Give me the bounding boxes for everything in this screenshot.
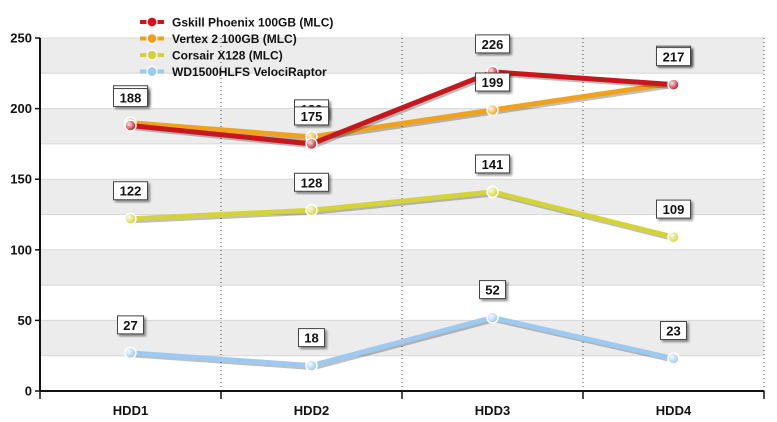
series-line <box>130 315 675 369</box>
x-tick-label: HDD4 <box>656 403 692 418</box>
data-label-box <box>113 181 148 201</box>
y-tick-label: 250 <box>10 31 32 46</box>
data-point-highlight <box>125 120 136 131</box>
y-tick-label: 0 <box>25 384 32 399</box>
legend-label: Gskill Phoenix 100GB (MLC) <box>172 16 333 30</box>
data-label-box <box>656 199 691 219</box>
y-tick-label: 150 <box>10 172 32 187</box>
data-label: 188 <box>120 91 142 106</box>
series-line <box>130 80 674 140</box>
x-tick-label: HDD1 <box>113 403 148 418</box>
data-labels: 2718522312212814110919018019921818817522… <box>113 34 691 348</box>
series-lines <box>124 65 680 372</box>
data-point-highlight <box>306 205 317 216</box>
data-label: 199 <box>482 75 504 90</box>
y-tick-label: 50 <box>18 313 32 328</box>
data-point-highlight <box>668 353 679 364</box>
x-tick-label: HDD3 <box>475 403 510 418</box>
legend-label: WD1500HLFS VelociRaptor <box>172 65 327 79</box>
data-label-box <box>113 88 148 108</box>
legend-marker <box>146 32 158 45</box>
legend-marker <box>146 65 158 78</box>
grid-band <box>40 143 764 180</box>
legend-marker <box>146 49 158 61</box>
data-point-highlight <box>487 312 498 323</box>
data-label: 226 <box>482 37 504 52</box>
data-point-highlight <box>125 213 136 224</box>
data-point-highlight <box>306 360 317 371</box>
data-label-box <box>656 47 691 67</box>
data-label-box <box>475 154 510 174</box>
data-label: 23 <box>666 324 680 339</box>
series-line <box>130 189 675 240</box>
data-label: 128 <box>301 175 323 190</box>
data-label: 217 <box>663 50 685 65</box>
legend-label: Vertex 2 100GB (MLC) <box>172 32 297 46</box>
grid-band <box>40 249 764 286</box>
legend-marker <box>146 16 158 28</box>
data-label-box <box>298 328 325 348</box>
y-tick-label: 100 <box>10 242 32 257</box>
data-point-highlight <box>668 232 679 243</box>
series-line <box>130 69 674 147</box>
grid-band <box>40 179 764 215</box>
y-tick-label: 200 <box>10 101 32 116</box>
data-label: 52 <box>485 283 499 298</box>
data-label: 141 <box>482 157 504 172</box>
data-label-box <box>475 34 510 54</box>
legend-label: Corsair X128 (MLC) <box>172 49 283 63</box>
data-point-highlight <box>125 347 136 358</box>
data-label: 175 <box>301 109 323 124</box>
legend: Gskill Phoenix 100GB (MLC) Vertex 2 100GB… <box>140 16 333 79</box>
data-point-highlight <box>487 105 498 116</box>
data-label-box <box>117 315 144 335</box>
data-point-highlight <box>306 138 317 149</box>
grid-band <box>40 214 764 250</box>
x-tick-label: HDD2 <box>294 403 329 418</box>
data-label-box <box>475 72 510 92</box>
data-label: 18 <box>304 331 318 346</box>
data-label-box <box>479 280 506 300</box>
data-label-box <box>660 321 687 341</box>
x-axis-ticks: HDD1 HDD2 HDD3 HDD4 <box>39 391 765 418</box>
data-label: 109 <box>663 202 685 217</box>
grid-band <box>40 355 764 391</box>
data-label: 27 <box>123 318 137 333</box>
data-point-highlight <box>487 186 498 197</box>
data-point-highlight <box>668 79 679 90</box>
y-axis-ticks: 0 50 100 150 200 250 <box>10 31 40 399</box>
data-label-box <box>294 172 329 192</box>
data-label: 122 <box>120 184 142 199</box>
data-label-box <box>294 106 329 126</box>
